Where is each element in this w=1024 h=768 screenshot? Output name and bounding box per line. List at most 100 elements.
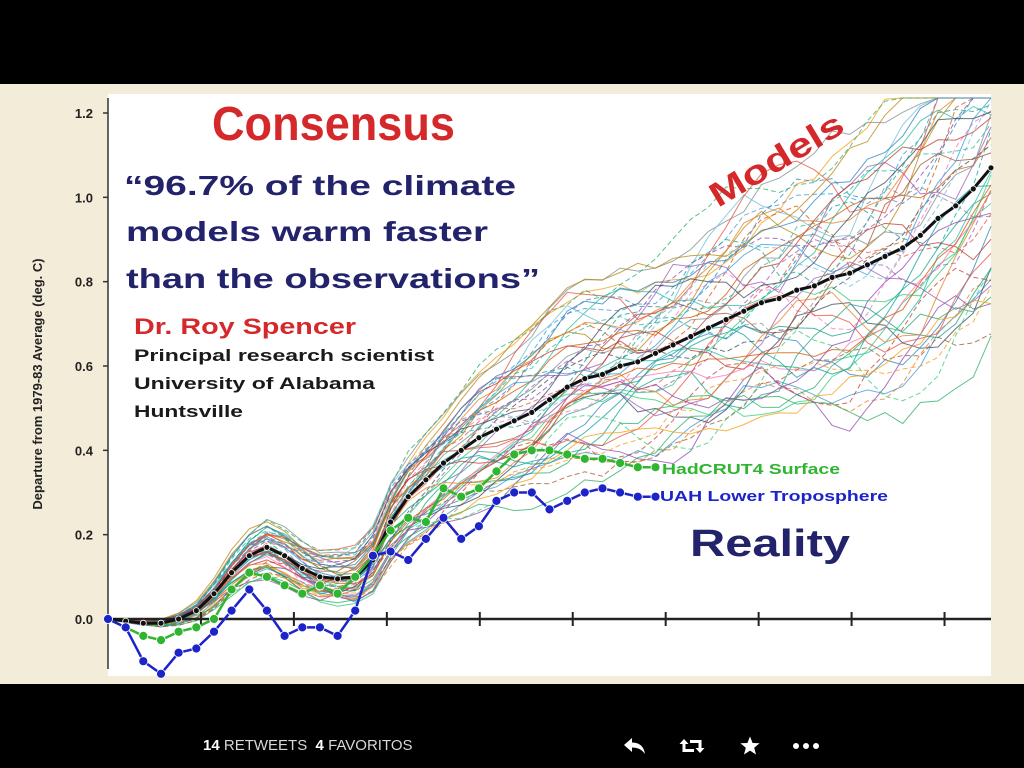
quote-line-3: than the observations” (126, 263, 540, 294)
retweet-label[interactable]: RETWEETS (223, 737, 308, 754)
models-mean-point (616, 362, 624, 370)
favorite-label[interactable]: FAVORITOS (328, 737, 413, 754)
tweet-action-bar (0, 684, 1024, 768)
models-mean-point (245, 552, 253, 560)
hadcrut-point (562, 449, 573, 460)
model-run-line (107, 222, 992, 622)
models-mean-point (210, 590, 218, 598)
model-run-line (107, 333, 992, 628)
quote-line-2: models warm faster (126, 216, 488, 247)
models-mean-point (899, 244, 907, 252)
y-tick-label: 0.8 (75, 275, 93, 290)
affiliation-line-3: Huntsville (134, 402, 243, 421)
hadcrut-point (615, 458, 625, 468)
uah-point (156, 668, 166, 679)
uah-point (438, 512, 449, 523)
model-run-line (107, 97, 991, 621)
y-tick-label: 0.6 (75, 359, 93, 374)
models-mean-point (881, 252, 889, 260)
uah-point (403, 555, 414, 565)
retweet-count: 14 (203, 737, 220, 754)
model-run-line (107, 97, 991, 624)
models-mean-point (281, 552, 289, 560)
models-mean-point (581, 375, 589, 383)
model-run-line (107, 267, 992, 625)
data-series (103, 164, 995, 679)
hadcrut-point (244, 567, 255, 578)
hadcrut-point (456, 491, 467, 502)
retweet-button[interactable] (678, 732, 706, 760)
model-run-line (107, 189, 992, 625)
model-ensemble-lines (107, 97, 992, 628)
uah-point (509, 487, 520, 498)
model-run-line (107, 97, 991, 624)
chart-axes (107, 98, 991, 669)
hadcrut-point (632, 462, 643, 473)
models-mean-point (387, 518, 395, 526)
models-mean-point (599, 370, 606, 378)
reply-icon (624, 738, 645, 754)
models-mean-point (422, 476, 430, 484)
y-tick-label: 0.0 (75, 612, 93, 627)
uah-point (597, 483, 608, 494)
uah-label: UAH Lower Troposphere (660, 488, 888, 505)
uah-point (297, 622, 308, 633)
model-run-line (107, 185, 992, 626)
hadcrut-point (173, 626, 184, 637)
models-mean-point (687, 333, 695, 340)
model-run-line (107, 212, 992, 624)
models-mean-point (298, 564, 306, 572)
model-run-line (107, 97, 991, 623)
models-mean-point (228, 569, 236, 577)
models-mean-point (758, 299, 765, 307)
quote-line-1: “96.7% of the climate (124, 170, 516, 201)
hadcrut-point (385, 525, 396, 536)
y-axis-label: Departure from 1979-83 Average (deg. C) (30, 258, 45, 509)
y-tick-labels: 0.0 0.2 0.4 0.6 0.8 1.0 1.2 (75, 106, 946, 627)
uah-point (244, 584, 255, 595)
models-mean-point (334, 575, 342, 583)
models-mean-point (440, 459, 447, 467)
uah-point (544, 504, 555, 515)
models-mean-point (546, 396, 553, 404)
hadcrut-label: HadCRUT4 Surface (662, 461, 840, 478)
affiliation-line-2: University of Alabama (134, 374, 376, 393)
hadcrut-point (332, 588, 343, 599)
models-mean-point (528, 408, 536, 416)
reply-button[interactable] (621, 732, 649, 760)
model-run-line (107, 104, 992, 627)
models-mean-point (705, 324, 712, 332)
uah-point (226, 605, 237, 616)
models-mean-point (634, 358, 642, 366)
tweet-photo[interactable]: 0.0 0.2 0.4 0.6 0.8 1.0 1.2 Departure from 197… (0, 84, 1024, 684)
hadcrut-point (473, 483, 484, 494)
hadcrut-point (314, 580, 325, 591)
favorite-button[interactable] (736, 732, 764, 760)
more-options-button[interactable] (792, 732, 820, 760)
uah-point (420, 533, 431, 544)
uah-point (103, 614, 113, 624)
models-mean-point (722, 316, 730, 324)
model-run-line (107, 299, 992, 627)
uah-point (314, 622, 325, 633)
engagement-counts: 14 RETWEETS 4 FAVORITOS (203, 737, 413, 754)
favorite-star-icon (740, 736, 760, 755)
models-mean-point (987, 164, 995, 172)
uah-point (632, 491, 643, 502)
y-tick-label: 1.2 (75, 106, 93, 121)
models-mean-point (846, 269, 854, 277)
hadcrut-point (544, 445, 555, 456)
hadcrut-point (138, 631, 149, 641)
models-mean-point (828, 273, 836, 281)
y-tick-label: 1.0 (75, 190, 93, 205)
uah-point (173, 647, 184, 658)
models-mean-point (652, 349, 659, 357)
model-run-line (107, 184, 992, 625)
author-name: Dr. Roy Spencer (134, 314, 357, 339)
hadcrut-point (509, 449, 520, 460)
model-run-line (107, 269, 992, 623)
model-run-line (107, 97, 991, 623)
hadcrut-point (420, 517, 431, 527)
uah-point (332, 631, 343, 641)
uah-point (191, 643, 202, 654)
